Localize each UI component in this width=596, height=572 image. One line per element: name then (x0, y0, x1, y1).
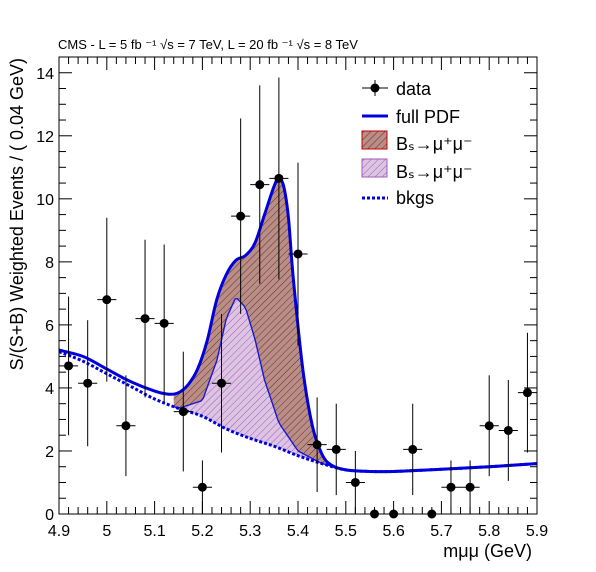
data-point (121, 421, 131, 431)
data-point (274, 173, 284, 183)
chart-title: CMS - L = 5 fb ⁻¹ √s = 7 TeV, L = 20 fb … (58, 37, 358, 52)
bd-hatch-area (173, 298, 356, 471)
legend-marker-data (370, 83, 380, 93)
x-tick-label: 5.6 (382, 523, 404, 540)
x-tick-label: 5.2 (191, 523, 213, 540)
legend-marker-bd (361, 158, 388, 178)
data-point (236, 211, 246, 221)
x-axis-label: mμμ (GeV) (443, 541, 532, 561)
y-tick-label: 8 (45, 255, 54, 272)
x-tick-label: 4.9 (48, 523, 70, 540)
data-point (446, 482, 456, 492)
data-point (350, 477, 360, 487)
legend-label-data: data (396, 79, 432, 99)
data-point (522, 388, 532, 398)
x-tick-label: 5.4 (287, 523, 309, 540)
curve-layer (59, 176, 537, 474)
legend-label-full-pdf: full PDF (396, 107, 460, 127)
y-axis-label: S/(S+B) Weighted Events / ( 0.04 GeV) (7, 58, 27, 370)
legend-marker-bs (361, 130, 388, 150)
bd-edge-line (173, 297, 356, 472)
data-point (465, 482, 475, 492)
y-tick-label: 14 (36, 66, 54, 83)
data-point (312, 440, 322, 450)
y-tick-label: 6 (45, 318, 54, 335)
x-tick-label: 5.1 (143, 523, 165, 540)
data-point (197, 482, 207, 492)
data-point (503, 425, 513, 435)
x-tick-label: 5.3 (239, 523, 261, 540)
data-point (255, 180, 265, 190)
data-point (484, 421, 494, 431)
y-tick-label: 12 (36, 129, 54, 146)
legend-label-bs: Bₛ→μ⁺μ⁻ (396, 134, 472, 154)
data-point (83, 378, 93, 388)
x-tick-label: 5.5 (335, 523, 357, 540)
data-point (140, 314, 150, 324)
x-tick-label: 5.8 (478, 523, 500, 540)
data-point (331, 444, 341, 454)
data-point (293, 249, 303, 259)
data-point (408, 444, 418, 454)
y-tick-label: 10 (36, 192, 54, 209)
bs-hatch-area (173, 179, 356, 471)
y-tick-label: 2 (45, 444, 54, 461)
data-point (102, 295, 112, 305)
legend: data full PDF Bₛ→μ⁺μ⁻ Bₛ→μ⁺μ⁻ bkgs (361, 79, 472, 208)
legend-label-bd: Bₛ→μ⁺μ⁻ (396, 162, 472, 182)
axes: 4.9 5 5.1 5.2 5.3 5.4 5.5 5.6 5.7 5.8 5.9 0 2 4 6 8 10 12… (36, 56, 548, 540)
y-tick-label: 4 (45, 381, 54, 398)
data-point (217, 378, 227, 388)
x-tick-label: 5 (102, 523, 111, 540)
fill-layer (173, 179, 356, 472)
data-points (59, 77, 537, 519)
data-point (159, 318, 169, 328)
x-tick-label: 5.9 (526, 523, 548, 540)
data-point (178, 407, 188, 417)
data-point (64, 361, 74, 371)
legend-label-bkgs: bkgs (396, 188, 434, 208)
x-tick-label: 5.7 (430, 523, 452, 540)
y-tick-label: 0 (45, 507, 54, 524)
full-pdf-curve (59, 176, 537, 474)
